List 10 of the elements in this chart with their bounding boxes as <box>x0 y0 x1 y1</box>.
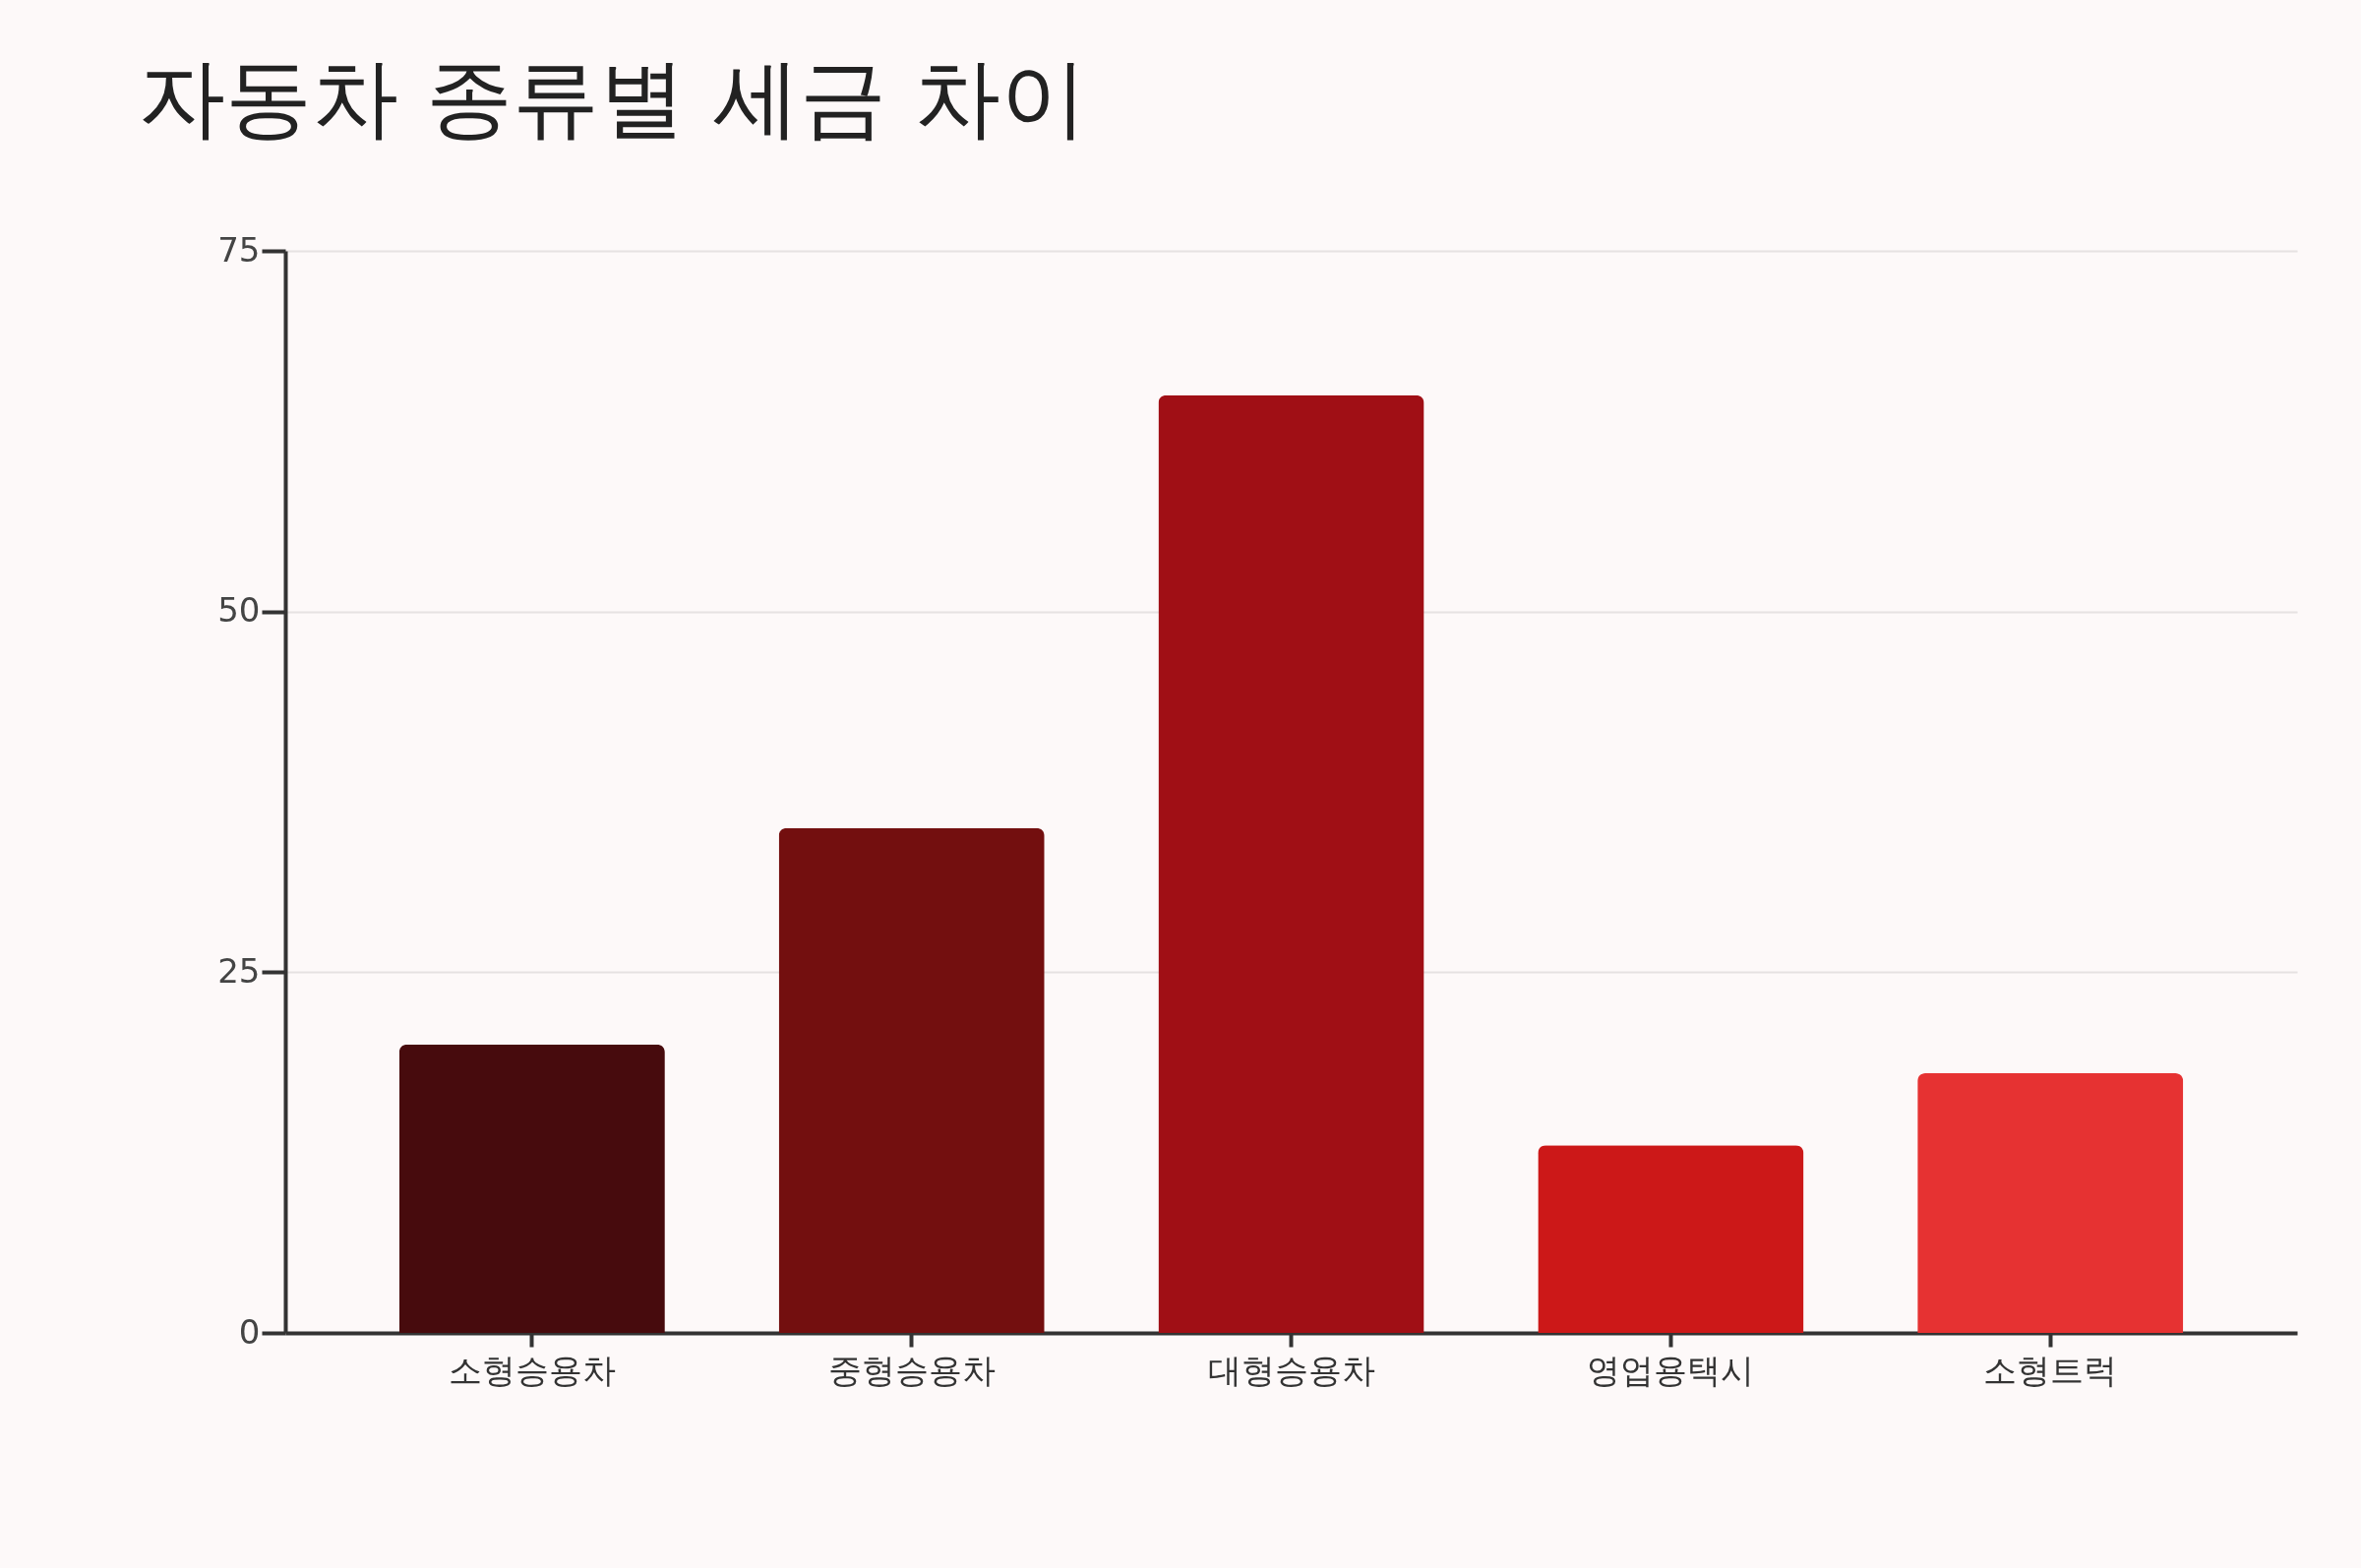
chart-title: 자동차 종류별 세금 차이 <box>138 47 1087 149</box>
x-tick-label: 영업용택시 <box>1587 1350 1755 1390</box>
x-tick-label: 소형승용차 <box>448 1350 616 1390</box>
x-tick-label: 중형승용차 <box>827 1350 996 1390</box>
x-tick-label: 대형승용차 <box>1207 1350 1375 1390</box>
y-tick-label: 75 <box>217 229 261 270</box>
y-tick-label: 0 <box>238 1311 261 1352</box>
x-tick-label: 소형트럭 <box>1983 1350 2118 1390</box>
y-tick-label: 50 <box>217 590 261 631</box>
y-tick-label: 25 <box>217 950 261 991</box>
